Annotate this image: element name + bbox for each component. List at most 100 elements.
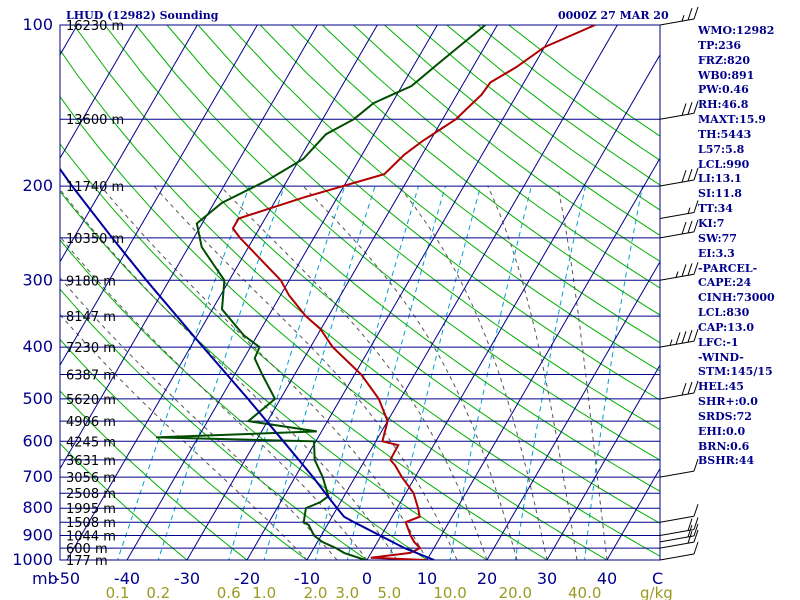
isotherm-line bbox=[306, 25, 618, 560]
height-level-label: 4245 m bbox=[66, 435, 116, 450]
station-title: LHUD (12982) Sounding bbox=[66, 9, 219, 22]
index-item: TH:5443 bbox=[698, 127, 752, 141]
height-level-label: 8147 m bbox=[66, 310, 116, 325]
mixing-ratio-tick-label: 1.0 bbox=[252, 584, 276, 600]
dry-adiabat bbox=[60, 442, 188, 560]
height-level-label: 3631 m bbox=[66, 454, 116, 469]
height-level-label: 3056 m bbox=[66, 471, 116, 486]
dry-adiabat bbox=[135, 25, 660, 461]
wind-barb-flag bbox=[681, 103, 687, 116]
height-level-label: 13600 m bbox=[66, 113, 124, 128]
dry-adiabat bbox=[60, 338, 308, 560]
temperature-tick-label: 30 bbox=[537, 569, 557, 588]
isotherms bbox=[0, 25, 660, 560]
wind-barb-flag bbox=[693, 262, 699, 275]
wind-barb-staff bbox=[659, 553, 695, 561]
mixing-ratio-tick-label: 10.0 bbox=[433, 584, 466, 600]
wind-barb bbox=[659, 517, 699, 537]
pressure-tick-label: 100 bbox=[22, 15, 53, 34]
wind-barb bbox=[659, 541, 699, 561]
pressure-tick-label: 400 bbox=[22, 337, 53, 356]
wind-barb-flag bbox=[681, 331, 687, 344]
mixing-ratio-tick-label: 3.0 bbox=[335, 584, 359, 600]
dry-adiabat bbox=[228, 25, 660, 372]
mixing-ratio-line bbox=[228, 185, 346, 560]
wind-barb-flag bbox=[693, 219, 699, 233]
pressure-tick-label: 700 bbox=[22, 467, 53, 486]
wind-barb-flag bbox=[693, 523, 699, 537]
pressure-tick-label: 1000 bbox=[12, 550, 53, 569]
height-level-label: 177 m bbox=[66, 554, 108, 569]
index-item: CINH:73000 bbox=[698, 291, 775, 305]
moist-adiabat bbox=[487, 185, 578, 560]
mixing-ratio-tick-label: 5.0 bbox=[377, 584, 401, 600]
wind-barb-half-flag bbox=[687, 207, 691, 214]
wind-barb-flag bbox=[693, 6, 699, 20]
wind-barb-flag bbox=[693, 541, 699, 555]
wind-barb bbox=[659, 101, 699, 120]
mixing-ratio-line bbox=[514, 185, 586, 560]
moist-adiabat bbox=[302, 185, 518, 560]
height-level-label: 6387 m bbox=[66, 369, 116, 384]
mixing-ratio-tick-label: 20.0 bbox=[499, 584, 532, 600]
index-item: WB0:891 bbox=[698, 68, 755, 82]
wind-barb-staff bbox=[659, 541, 695, 549]
wind-barb-flag bbox=[681, 221, 687, 235]
isotherm-line bbox=[546, 364, 660, 560]
index-item: LFC:-1 bbox=[698, 335, 739, 349]
pressure-tick-label: 500 bbox=[22, 389, 53, 408]
wind-barb-flag bbox=[693, 517, 699, 530]
isotherm-line bbox=[60, 25, 258, 367]
temperature-tick-label: 0 bbox=[362, 569, 372, 588]
dry-adiabat bbox=[60, 49, 660, 557]
index-item: -PARCEL- bbox=[698, 261, 758, 275]
mixing-ratio-lines bbox=[117, 185, 643, 560]
wind-barb bbox=[659, 504, 699, 523]
dry-adiabat bbox=[322, 25, 660, 289]
wind-barb-staff bbox=[659, 112, 695, 120]
wind-barb bbox=[659, 328, 699, 348]
wind-barb bbox=[659, 458, 699, 478]
dry-adiabat bbox=[73, 25, 660, 524]
wind-barb bbox=[659, 6, 699, 26]
height-level-label: 9180 m bbox=[66, 274, 116, 289]
temperature-profile bbox=[231, 25, 596, 560]
index-item: LCL:990 bbox=[698, 157, 750, 171]
wind-barb-staff bbox=[659, 392, 695, 400]
plot-frame bbox=[59, 24, 661, 561]
dry-adiabat bbox=[166, 25, 660, 431]
pressure-tick-label: 300 bbox=[22, 270, 53, 289]
wind-barb-staff bbox=[659, 231, 695, 239]
index-item: SW:77 bbox=[698, 231, 737, 245]
dry-adiabat bbox=[353, 25, 660, 262]
index-item: PW:0.46 bbox=[698, 83, 749, 97]
isotherm-line bbox=[486, 260, 660, 560]
wind-barb bbox=[659, 219, 699, 239]
index-item: TP:236 bbox=[698, 38, 742, 52]
wind-barb bbox=[659, 523, 699, 543]
mixing-ratio-line bbox=[117, 185, 250, 560]
wind-barb-flag bbox=[687, 102, 693, 115]
index-item: L57:5.8 bbox=[698, 142, 745, 156]
index-item: SRDS:72 bbox=[698, 409, 752, 423]
index-item: BSHR:44 bbox=[698, 454, 755, 468]
dry-adiabat bbox=[197, 25, 660, 401]
index-item: CAPE:24 bbox=[698, 276, 752, 290]
wind-barb-flag bbox=[693, 328, 699, 342]
dry-adiabats bbox=[60, 25, 660, 560]
index-item: MAXT:15.9 bbox=[698, 113, 766, 127]
isotherm-line bbox=[246, 25, 558, 560]
wind-barb-flag bbox=[681, 264, 687, 277]
isotherm-line bbox=[0, 25, 17, 560]
wind-barb-flag bbox=[681, 382, 687, 396]
mixing-ratio-line bbox=[157, 185, 285, 560]
isotherm-line bbox=[126, 25, 438, 560]
index-item: KI:7 bbox=[698, 216, 725, 230]
isotherm-line bbox=[60, 25, 318, 470]
isobars bbox=[60, 24, 660, 561]
isotherm-line bbox=[186, 25, 498, 560]
index-item: SHR+:0.0 bbox=[698, 395, 758, 409]
mixing-ratio-tick-label: 40.0 bbox=[568, 584, 601, 600]
